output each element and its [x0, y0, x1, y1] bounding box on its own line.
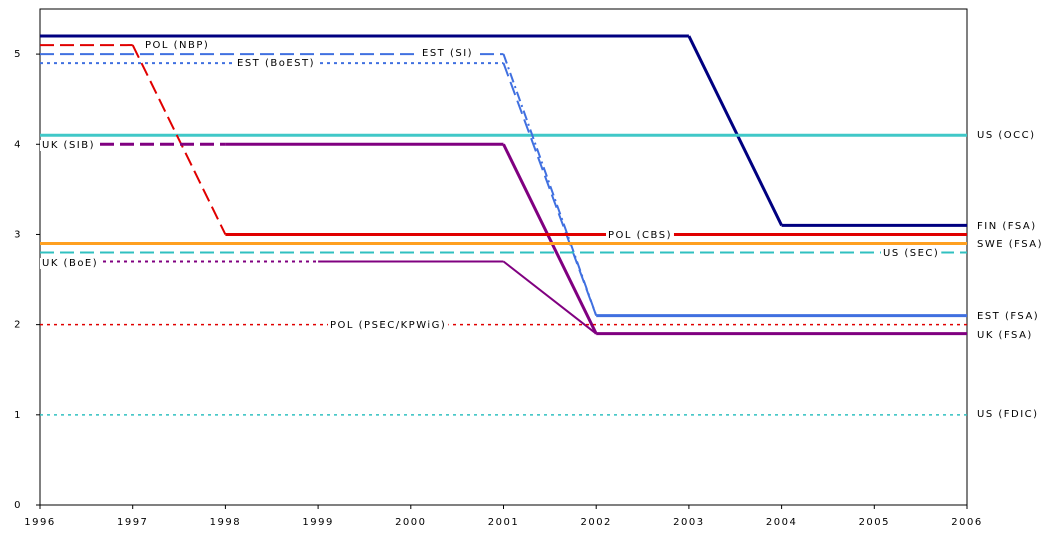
x-tick-label: 2001 — [488, 517, 519, 528]
series-label: UK (SIB) — [42, 140, 95, 151]
line-segment — [502, 143, 598, 335]
label-background — [606, 230, 674, 241]
y-tick-label: 3 — [14, 229, 22, 240]
x-tick-label: 1997 — [117, 517, 148, 528]
x-tick-label: 2005 — [859, 517, 890, 528]
series-label: UK (BoE) — [42, 258, 98, 269]
x-tick-label: 2006 — [951, 517, 982, 528]
x-tick-label: 2002 — [580, 517, 611, 528]
x-tick-label: 1998 — [210, 517, 241, 528]
series-label: EST (BoEST) — [237, 58, 315, 69]
plot-frame — [39, 8, 968, 506]
line-segment — [131, 44, 227, 235]
label-background — [975, 221, 1039, 232]
series-label: EST (SI) — [422, 48, 473, 59]
label-background — [975, 311, 1042, 322]
y-tick-label: 5 — [14, 49, 22, 60]
x-tick-label: 2004 — [766, 517, 797, 528]
label-background — [975, 239, 1045, 250]
series-label: FIN (FSA) — [977, 221, 1037, 232]
label-background — [143, 40, 212, 51]
x-tick-label: 2003 — [673, 517, 704, 528]
label-background — [40, 258, 101, 269]
label-background — [235, 58, 318, 69]
label-background — [975, 130, 1038, 141]
line-segment — [502, 53, 598, 316]
series-label: US (SEC) — [883, 248, 939, 259]
series-label: POL (CBS) — [608, 230, 672, 241]
series-label: US (FDIC) — [977, 409, 1039, 420]
y-tick-label: 4 — [14, 139, 22, 150]
x-tick-label: 1996 — [24, 517, 55, 528]
line-segment — [687, 35, 783, 227]
series-label: EST (FSA) — [977, 311, 1039, 322]
x-tick-label: 2000 — [395, 517, 426, 528]
x-tick-label: 1999 — [302, 517, 333, 528]
label-background — [420, 48, 476, 59]
line-segment — [502, 260, 597, 335]
label-background — [40, 140, 98, 151]
label-background — [328, 320, 449, 331]
y-tick-label: 1 — [14, 410, 22, 421]
label-background — [975, 409, 1041, 420]
series-label: UK (FSA) — [977, 330, 1033, 341]
series-label: US (OCC) — [977, 130, 1035, 141]
series-label: POL (NBP) — [145, 40, 209, 51]
line-segment — [502, 62, 598, 316]
series-label: POL (PSEC/KPWiG) — [330, 320, 446, 331]
label-background — [975, 330, 1035, 341]
series-label: SWE (FSA) — [977, 239, 1043, 250]
label-background — [881, 248, 942, 259]
y-tick-label: 0 — [14, 500, 22, 511]
y-tick-label: 2 — [14, 320, 22, 331]
